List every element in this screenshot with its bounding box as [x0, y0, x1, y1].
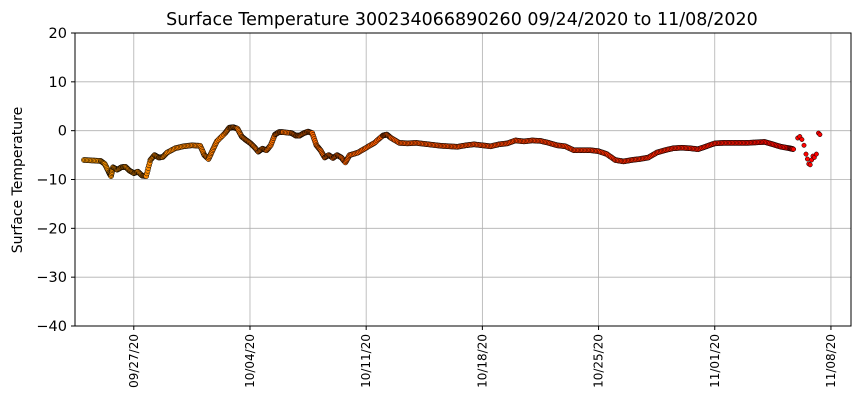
- grid: [75, 32, 851, 327]
- y-tick-label: −10: [36, 173, 67, 189]
- x-tick-label: 10/04/20: [243, 334, 257, 388]
- y-tick-label: −30: [36, 270, 67, 286]
- y-tick-label: −40: [36, 319, 67, 335]
- data-point: [804, 156, 810, 162]
- data-point: [807, 162, 813, 168]
- x-tick-label: 09/27/20: [127, 334, 141, 388]
- data-point: [803, 151, 809, 157]
- y-tick-label: 20: [49, 26, 67, 42]
- data-point: [801, 142, 807, 148]
- data-point: [813, 151, 819, 157]
- x-tick-label: 11/01/20: [708, 334, 722, 388]
- y-axis-label: Surface Temperature: [10, 107, 26, 253]
- data-point: [817, 132, 823, 138]
- x-tick-label: 11/08/20: [824, 334, 838, 388]
- y-tick-label: 10: [49, 75, 67, 91]
- x-tick-label: 10/18/20: [475, 334, 489, 388]
- y-tick-label: 0: [58, 124, 67, 140]
- y-axis: 20 10 0 −10 −20 −30 −40: [36, 26, 75, 335]
- x-tick-label: 10/25/20: [592, 334, 606, 388]
- scatter-series: [81, 124, 823, 179]
- chart-title: Surface Temperature 300234066890260 09/2…: [166, 10, 758, 30]
- data-point: [791, 146, 797, 152]
- data-point: [799, 137, 805, 142]
- y-tick-label: −20: [36, 221, 67, 237]
- x-axis: 09/27/20 10/04/20 10/11/20 10/18/20 10/25/20…: [127, 326, 838, 388]
- x-tick-label: 10/11/20: [359, 334, 373, 388]
